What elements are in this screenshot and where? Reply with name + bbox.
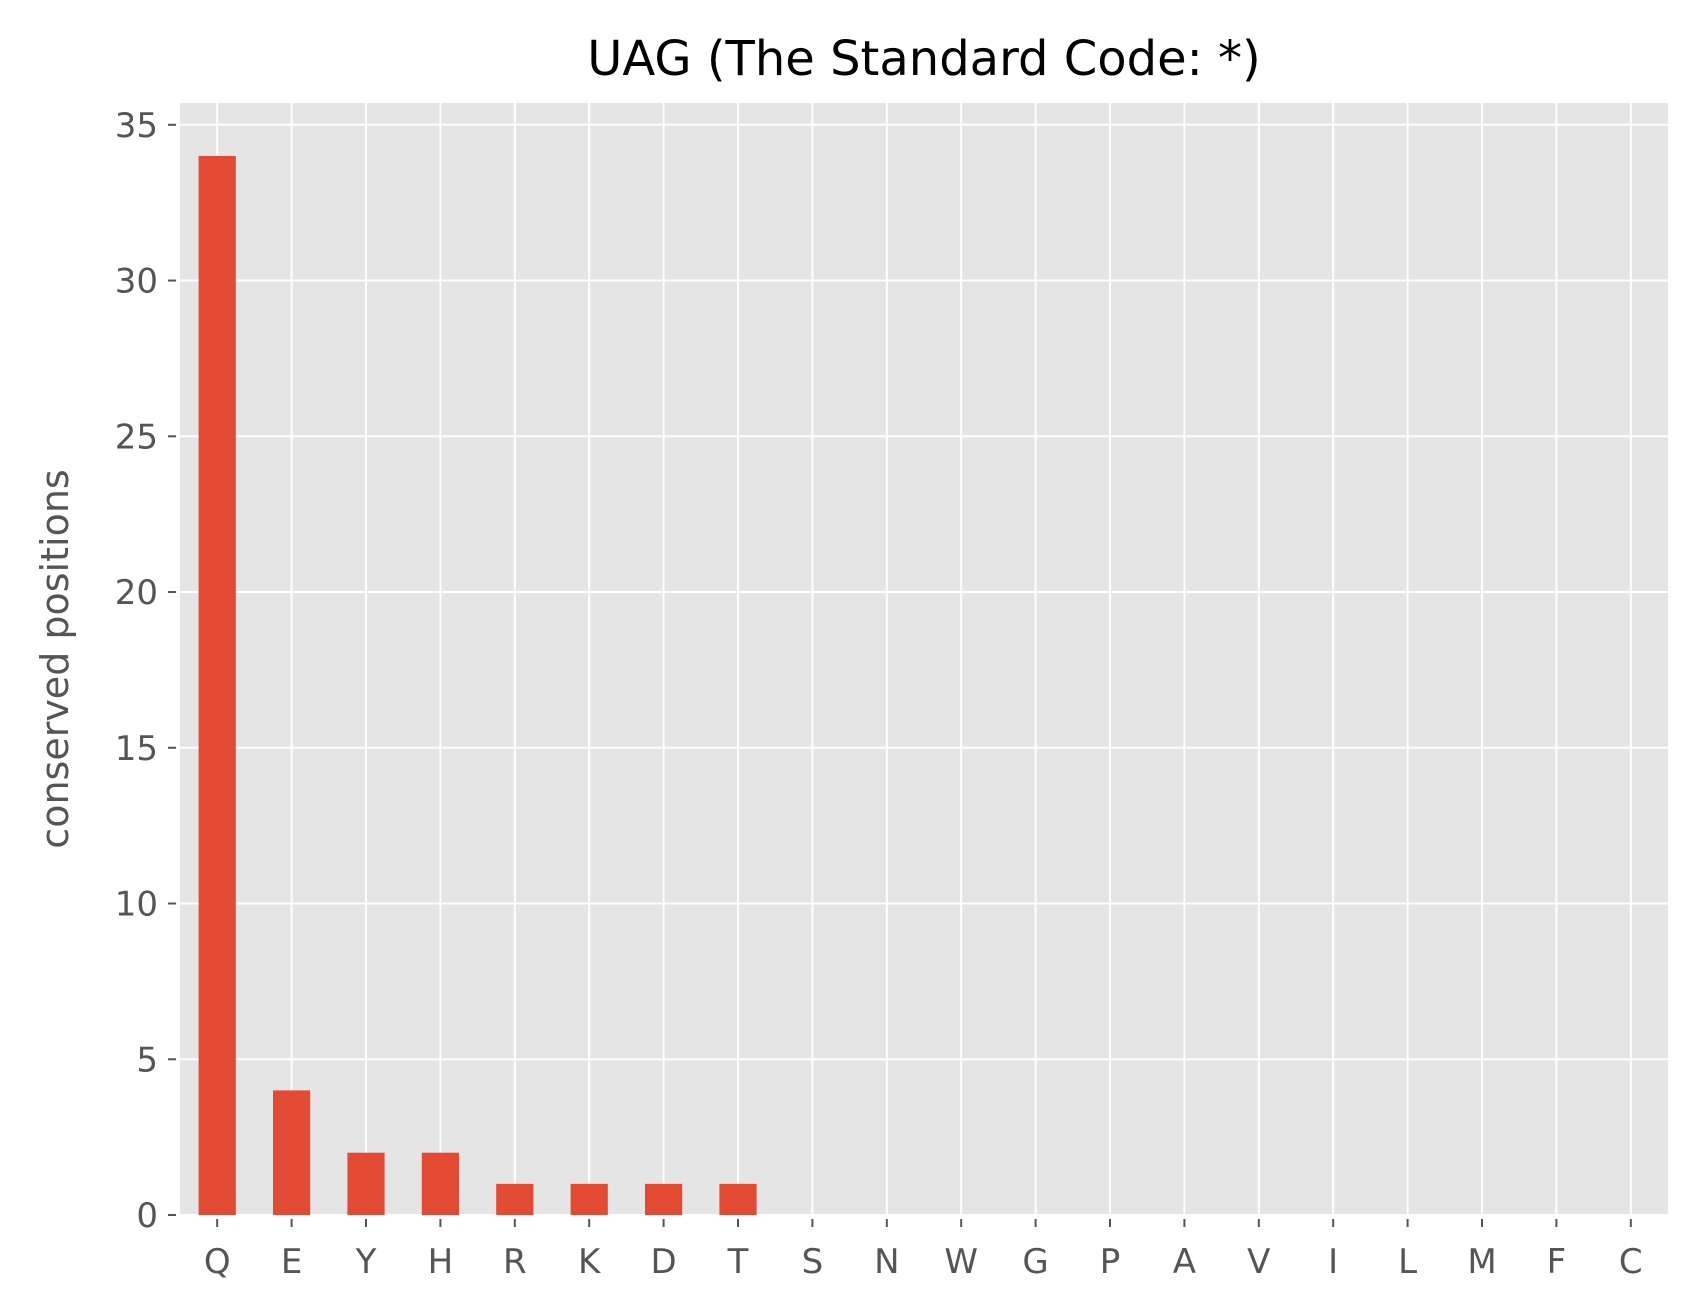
bar-K [570,1183,608,1215]
x-tick-label: W [944,1242,978,1282]
bar-Y [347,1152,385,1215]
x-tick-label: N [874,1242,899,1282]
bar-D [645,1183,683,1215]
x-tick-label: T [727,1242,749,1282]
plot-area [180,103,1668,1215]
y-tick-label: 35 [115,106,158,146]
y-tick-label: 10 [115,885,158,925]
bars [198,155,757,1215]
x-tick-label: G [1022,1242,1048,1282]
x-tick-label: Y [355,1242,377,1282]
bar-H [421,1152,459,1215]
x-tick-label: I [1328,1242,1338,1282]
y-tick-label: 20 [115,573,158,613]
x-tick-label: P [1100,1242,1121,1282]
grid-lines [180,103,1668,1216]
x-tick-label: S [802,1242,824,1282]
x-tick-label: F [1547,1242,1567,1282]
bar-R [496,1183,534,1215]
y-axis-label: conserved positions [33,469,77,848]
y-tick-label: 25 [115,417,158,457]
x-tick-label: A [1173,1242,1196,1282]
x-tick-label: D [651,1242,677,1282]
bar-Q [198,155,236,1215]
x-tick-label: M [1467,1242,1496,1282]
ticks: 0 5 10 15 20 25 30 35 Q E Y H R K D T S N W G P A V I L M F C [115,106,1643,1282]
bar-T [719,1183,757,1215]
y-tick-label: 15 [115,729,158,769]
chart-title: UAG (The Standard Code: *) [587,31,1261,87]
bar-E [273,1090,311,1215]
x-tick-label: Q [204,1242,231,1282]
x-tick-label: C [1619,1242,1643,1282]
x-tick-label: E [281,1242,302,1282]
x-tick-label: H [428,1242,454,1282]
x-tick-label: L [1398,1242,1417,1282]
x-tick-label: K [578,1242,602,1282]
x-tick-label: V [1247,1242,1270,1282]
y-tick-label: 0 [136,1196,158,1236]
x-tick-label: R [503,1242,527,1282]
y-tick-label: 30 [115,262,158,302]
y-tick-label: 5 [136,1040,158,1080]
